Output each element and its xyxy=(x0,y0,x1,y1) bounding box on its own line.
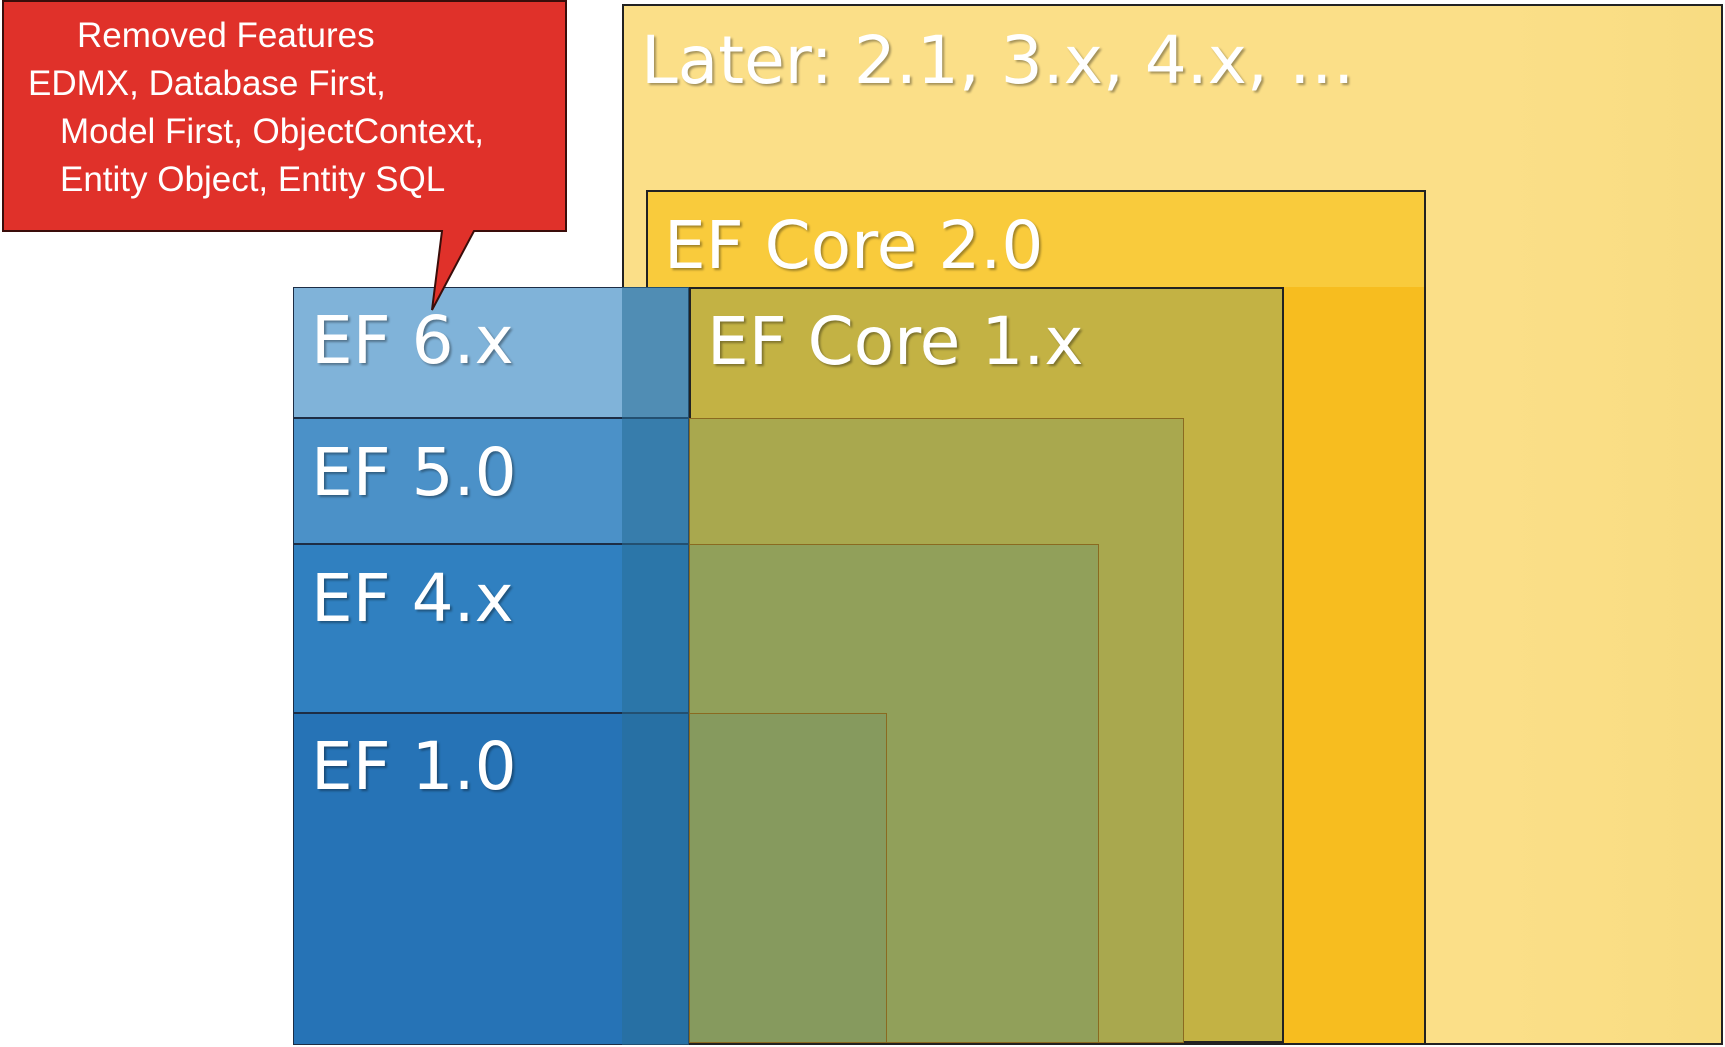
later-versions-label: Later: 2.1, 3.x, 4.x, … xyxy=(641,22,1355,99)
overlap-strip xyxy=(622,287,689,1045)
callout-title: Removed Features xyxy=(77,16,375,55)
ef-core-1x-label: EF Core 1.x xyxy=(707,303,1084,380)
ef-4x-label: EF 4.x xyxy=(311,560,514,637)
ef-6x-label: EF 6.x xyxy=(311,302,514,379)
callout-shape xyxy=(2,0,567,311)
ef-1-label: EF 1.0 xyxy=(311,728,517,805)
removed-features-callout: Removed Features EDMX, Database First, M… xyxy=(2,0,572,316)
callout-line-1: EDMX, Database First, xyxy=(28,64,386,103)
ef-core-2-strip xyxy=(1284,287,1424,1043)
callout-line-2: Model First, ObjectContext, xyxy=(60,112,485,151)
callout-line-3: Entity Object, Entity SQL xyxy=(60,160,446,199)
ef-core-overlap-ef1 xyxy=(689,713,887,1043)
ef-core-2-label: EF Core 2.0 xyxy=(664,207,1044,284)
ef-5-label: EF 5.0 xyxy=(311,434,517,511)
